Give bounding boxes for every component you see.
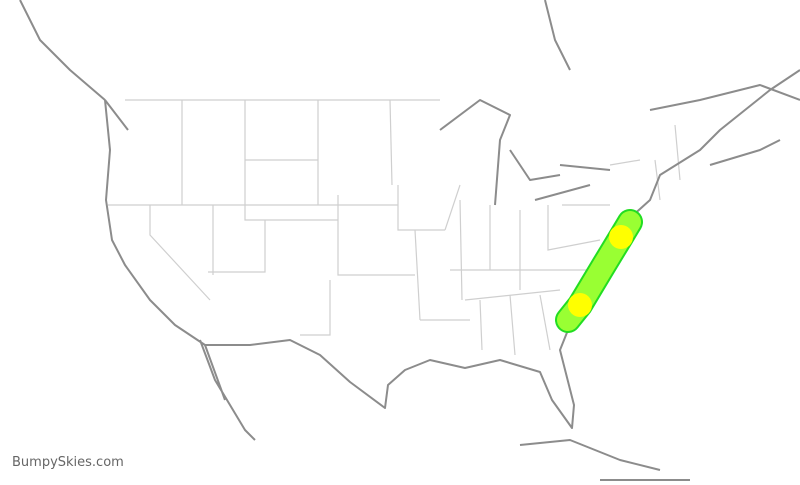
state-borders: [108, 99, 681, 356]
brand-logo-text[interactable]: BumpySkies.com: [12, 455, 124, 470]
route-turbulence-moderate[interactable]: [568, 293, 592, 317]
flight-route[interactable]: [555, 209, 643, 333]
route-turbulence-moderate[interactable]: [609, 225, 633, 249]
coastline: [19, 0, 800, 481]
